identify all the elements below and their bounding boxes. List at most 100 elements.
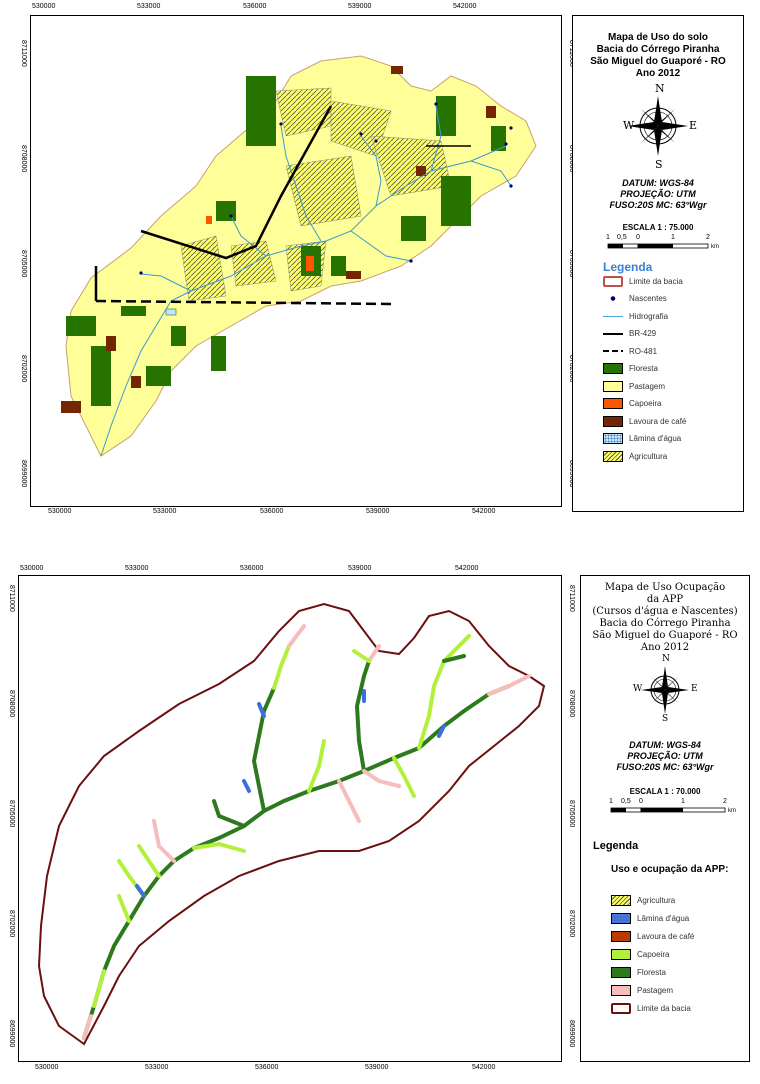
legend-swatch-icon bbox=[611, 912, 631, 924]
legend-item: Floresta bbox=[603, 362, 658, 376]
scale-title: ESCALA 1 : 75.000 bbox=[622, 223, 694, 232]
y-tick: 8699000 bbox=[8, 1020, 15, 1048]
x-tick: 530000 bbox=[20, 565, 44, 572]
legend-item: Floresta bbox=[611, 965, 666, 979]
compass-rose: N S W E bbox=[581, 654, 749, 726]
legend-label: Capoeira bbox=[637, 949, 670, 959]
scale-bar: 1 0,5 0 1 2 km bbox=[581, 796, 749, 820]
legend-swatch-icon bbox=[611, 966, 631, 978]
title-line: Ano 2012 bbox=[635, 68, 681, 79]
y-tick: 8702000 bbox=[568, 910, 575, 938]
legend-swatch-icon bbox=[611, 984, 631, 996]
legend-swatch-icon bbox=[603, 450, 623, 462]
legend-title: Legenda bbox=[593, 840, 639, 852]
legend-label: Agricultura bbox=[637, 895, 676, 905]
map-legend-panel: Mapa de Uso Ocupação da APP (Cursos d'ág… bbox=[580, 575, 750, 1062]
legend-item: Pastagem bbox=[603, 379, 665, 393]
info-line: FUSO:20S MC: 63°Wgr bbox=[609, 200, 707, 210]
projection-info: DATUM: WGS-84 PROJEÇÃO: UTM FUSO:20S MC:… bbox=[573, 178, 743, 211]
x-tick: 539000 bbox=[348, 565, 372, 572]
legend-label: Lavoura de café bbox=[637, 931, 695, 941]
legend-swatch-icon bbox=[603, 363, 623, 374]
x-tick: 530000 bbox=[35, 1064, 59, 1071]
scale-bar-graphic bbox=[607, 243, 709, 249]
legend-swatch-icon bbox=[603, 275, 623, 287]
y-tick: 8708000 bbox=[568, 690, 575, 718]
scale-label: 1 bbox=[606, 234, 610, 241]
legend-item: Lavoura de café bbox=[611, 929, 694, 943]
y-tick: 8705000 bbox=[8, 800, 15, 828]
legend-label: Limite da bacia bbox=[637, 1003, 691, 1013]
title-line: Mapa de Uso do solo bbox=[607, 32, 708, 43]
x-tick: 536000 bbox=[240, 565, 264, 572]
scale-bar: 1 0,5 0 1 2 km bbox=[573, 232, 743, 256]
scale-unit: km bbox=[711, 244, 719, 250]
scale-title: ESCALA 1 : 70.000 bbox=[629, 787, 701, 796]
info-line: DATUM: WGS-84 bbox=[622, 178, 694, 188]
compass-east-label: E bbox=[689, 119, 698, 132]
legend-label: Floresta bbox=[637, 967, 666, 977]
land-use-map bbox=[61, 55, 537, 457]
legend-item: Lâmina d'água bbox=[611, 911, 689, 925]
legend-swatch-icon bbox=[603, 415, 623, 427]
legend-swatch-icon bbox=[603, 310, 623, 322]
app-use-map-panel: 530000 533000 536000 539000 542000 53000… bbox=[0, 565, 760, 1084]
scale-label: 0 bbox=[639, 798, 643, 805]
y-tick: 8702000 bbox=[8, 910, 15, 938]
legend-item: Agricultura bbox=[611, 893, 675, 907]
y-tick: 8705000 bbox=[568, 800, 575, 828]
legend-swatch-icon bbox=[603, 380, 623, 392]
legend-swatch-icon bbox=[603, 433, 623, 444]
legend-item: Hidrografia bbox=[603, 309, 668, 323]
title-line: São Miguel do Guaporé - RO bbox=[592, 630, 738, 641]
capoeira-areas bbox=[206, 216, 314, 271]
scale-bar-graphic bbox=[610, 807, 726, 813]
title-line: Mapa de Uso Ocupação bbox=[604, 582, 726, 593]
scale-label: 0,5 bbox=[617, 234, 627, 241]
scale-label: 1 bbox=[609, 798, 613, 805]
legend-item: Lavoura de café bbox=[603, 414, 686, 428]
legend-item: RO-481 bbox=[603, 344, 657, 358]
scale-label: 2 bbox=[723, 798, 727, 805]
compass-rose-icon bbox=[628, 96, 688, 156]
info-line: PROJEÇÃO: UTM bbox=[627, 751, 703, 761]
legend-swatch-icon bbox=[603, 328, 623, 339]
legend-label: Lâmina d'água bbox=[629, 434, 682, 443]
app-streams bbox=[82, 624, 531, 1040]
springs bbox=[139, 102, 513, 275]
projection-info: DATUM: WGS-84 PROJEÇÃO: UTM FUSO:20S MC:… bbox=[581, 740, 749, 773]
legend-swatch-icon bbox=[611, 894, 631, 906]
title-line: Bacia do Córrego Piranha bbox=[596, 44, 720, 55]
info-line: DATUM: WGS-84 bbox=[629, 740, 701, 750]
x-tick: 533000 bbox=[137, 3, 161, 10]
legend-label: RO-481 bbox=[629, 346, 658, 356]
scale-label: 0,5 bbox=[621, 798, 631, 805]
legend-label: Floresta bbox=[629, 364, 658, 373]
legend-label: Agricultura bbox=[629, 451, 668, 461]
legend-item: Pastagem bbox=[611, 983, 673, 997]
x-tick: 539000 bbox=[365, 1064, 389, 1071]
legend-item: Agricultura bbox=[603, 449, 667, 463]
title-line: da APP bbox=[646, 594, 684, 605]
title-line: (Cursos d'água e Nascentes) bbox=[592, 606, 738, 617]
legend-item: Limite da bacia bbox=[611, 1001, 691, 1015]
legend-item: Limite da bacia bbox=[603, 274, 683, 288]
compass-south-label: S bbox=[655, 158, 663, 171]
map-title: Mapa de Uso do solo Bacia do Córrego Pir… bbox=[573, 32, 743, 80]
x-tick: 542000 bbox=[472, 508, 496, 515]
x-tick: 542000 bbox=[472, 1064, 496, 1071]
legend-swatch-icon bbox=[603, 293, 623, 304]
info-line: PROJEÇÃO: UTM bbox=[620, 189, 696, 199]
legend-label: Pastagem bbox=[629, 381, 666, 391]
legend-swatch-icon bbox=[603, 398, 623, 409]
x-tick: 530000 bbox=[32, 3, 56, 10]
y-tick: 8708000 bbox=[20, 145, 27, 173]
scale-label: 2 bbox=[706, 234, 710, 241]
title-line: São Miguel do Guaporé - RO bbox=[590, 56, 726, 67]
compass-west-label: W bbox=[633, 684, 643, 694]
map-frame bbox=[18, 575, 562, 1062]
legend-swatch-icon bbox=[603, 345, 623, 357]
legend-label: Hidrografia bbox=[629, 311, 669, 321]
scale-label: 0 bbox=[636, 234, 640, 241]
legend-label: Limite da bacia bbox=[629, 276, 683, 286]
